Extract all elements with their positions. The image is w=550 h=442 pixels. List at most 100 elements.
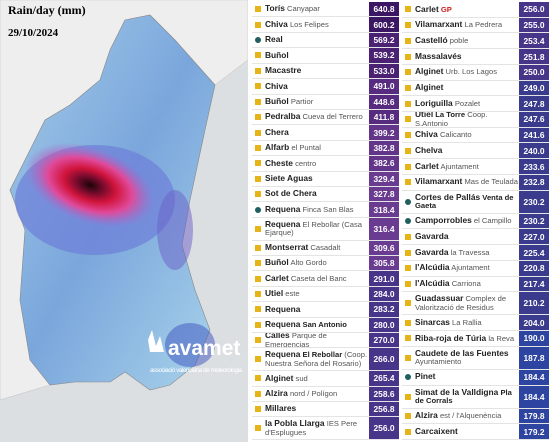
station-marker [405,53,411,60]
station-text: Chelva [415,146,519,156]
station-name: Torís [265,4,285,14]
station-detail: Canyapar [286,4,320,14]
station-name: Pinet [415,372,436,382]
station-detail: La Rallia [452,317,482,327]
station-row: Millares 256.8 [252,401,399,418]
station-detail: Casadalt [310,242,341,252]
station-row: Siete Aguas 329.4 [252,171,399,188]
rain-value: 600.2 [369,17,399,32]
station-text: Chiva [265,82,369,92]
station-name: Alzira [265,388,288,398]
station-name: Pedralba [265,112,301,122]
station-marker [255,375,261,382]
station-marker [405,354,411,361]
rain-value: 305.8 [369,255,399,271]
station-name: Carcaixent [415,426,458,436]
date: 29/10/2024 [8,27,59,39]
station-name: Calles [265,333,290,341]
station-row: Loriguilla Pozalet 247.8 [402,96,549,113]
station-name: Requena [265,304,301,314]
station-text: Loriguilla Pozalet [415,99,519,109]
rain-value: 227.0 [519,229,549,245]
station-detail: Pla de Corrals [415,387,512,406]
rain-value: 258.6 [369,386,399,401]
rain-value: 250.0 [519,64,549,80]
station-row: Cortes de Pallás Venta de Gaeta 230.2 [402,190,549,214]
station-text: Requena Finca San Blas [265,205,369,215]
rain-value: 204.0 [519,315,549,331]
station-detail: El Rebollar (Casa Ejarque) [265,219,363,238]
rain-value: 255.0 [519,17,549,33]
station-row: l'Alcúdia Ajuntament 220.8 [402,260,549,277]
rain-value: 270.0 [369,333,399,348]
station-marker [405,335,411,342]
station-detail: sud [295,373,308,383]
station-name: Carlet [265,273,289,283]
station-row: Cheste centro 382.6 [252,156,399,172]
rain-value: 217.4 [519,276,549,292]
station-text: Massalavés [415,52,519,62]
rain-value: 190.0 [519,331,549,346]
rain-value: 399.2 [369,125,399,140]
station-text: Sot de Chera [265,189,369,199]
station-row: Vilamarxant La Pedrera 255.0 [402,17,549,34]
station-row: Alginet sud 265.4 [252,371,399,387]
station-text: Requena El Rebollar (Coop. Nuestra Señor… [265,350,369,368]
station-marker [255,306,261,313]
station-text: Sinarcas La Rallia [415,318,519,328]
station-detail: GP [440,4,452,14]
rain-value: 179.8 [519,408,549,424]
station-row: Requena 283.2 [252,302,399,318]
station-text: Siete Aguas [265,174,369,184]
station-text: Utiel La Torre Coop. S.Antonio [415,112,519,127]
station-name: Requena [265,219,301,229]
station-row: Real 569.2 [252,32,399,49]
station-row: Macastre 533.0 [252,63,399,80]
station-row: Pedralba Cueva del Terrero 411.8 [252,109,399,126]
station-text: Alginet Urb. Los Lagos [415,67,519,77]
station-text: Vilamarxant La Pedrera [415,20,519,30]
station-text: Chera [265,128,369,138]
station-row: Chiva Los Felipes 600.2 [252,17,399,33]
station-marker [405,319,411,326]
station-name: Cortes de Pallás [415,192,481,202]
rain-value: 230.2 [519,190,549,213]
station-name: Alfarb [265,143,290,153]
station-row: Carlet Caseta del Banc 291.0 [252,271,399,287]
station-detail: Urb. Los Lagos [445,67,498,77]
station-marker [405,249,411,256]
station-name: Montserrat [265,242,309,252]
rain-value: 256.0 [519,2,549,17]
station-marker [405,428,411,435]
station-row: Montserrat Casadalt 309.6 [252,240,399,256]
station-detail: Pozalet [454,98,481,108]
station-text: Caudete de las Fuentes Ayuntamiento [415,349,519,367]
station-detail: Venta de Gaeta [415,192,514,211]
station-name: Chera [265,127,289,137]
station-name: Massalavés [415,51,462,61]
station-text: Alzira nord / Polígon [265,389,369,399]
station-text: Cortes de Pallás Venta de Gaeta [415,193,519,211]
station-row: Vilamarxant Mas de Teulada 232.8 [402,174,549,191]
station-row: Chiva 491.0 [252,79,399,95]
station-marker [255,275,261,282]
station-row: Guadassuar Complex de Valorització de Re… [402,292,549,316]
station-name: Cheste [265,158,293,168]
station-name: Alginet [415,83,444,93]
station-row: Sinarcas La Rallia 204.0 [402,315,549,332]
station-marker [405,147,411,154]
station-column: Torís Canyapar 640.8 Chiva Los Felipes 600.… [252,2,399,440]
rain-value: 184.4 [519,369,549,385]
station-row: Buñol Partior 448.6 [252,94,399,110]
station-text: Camporrobles el Campillo [415,216,519,226]
rain-value: 329.4 [369,171,399,187]
station-name: Chiva [265,81,288,91]
station-detail: centro [295,158,317,168]
station-name: Riba-roja de Túria [415,333,487,343]
station-marker [405,300,411,307]
station-name: Gavarda [415,247,449,257]
rain-core [24,142,156,228]
station-column: Carlet GP 256.0 Vilamarxant La Pedrera 255.… [402,2,549,441]
station-text: Calles Parque de Emergencias [265,333,369,347]
